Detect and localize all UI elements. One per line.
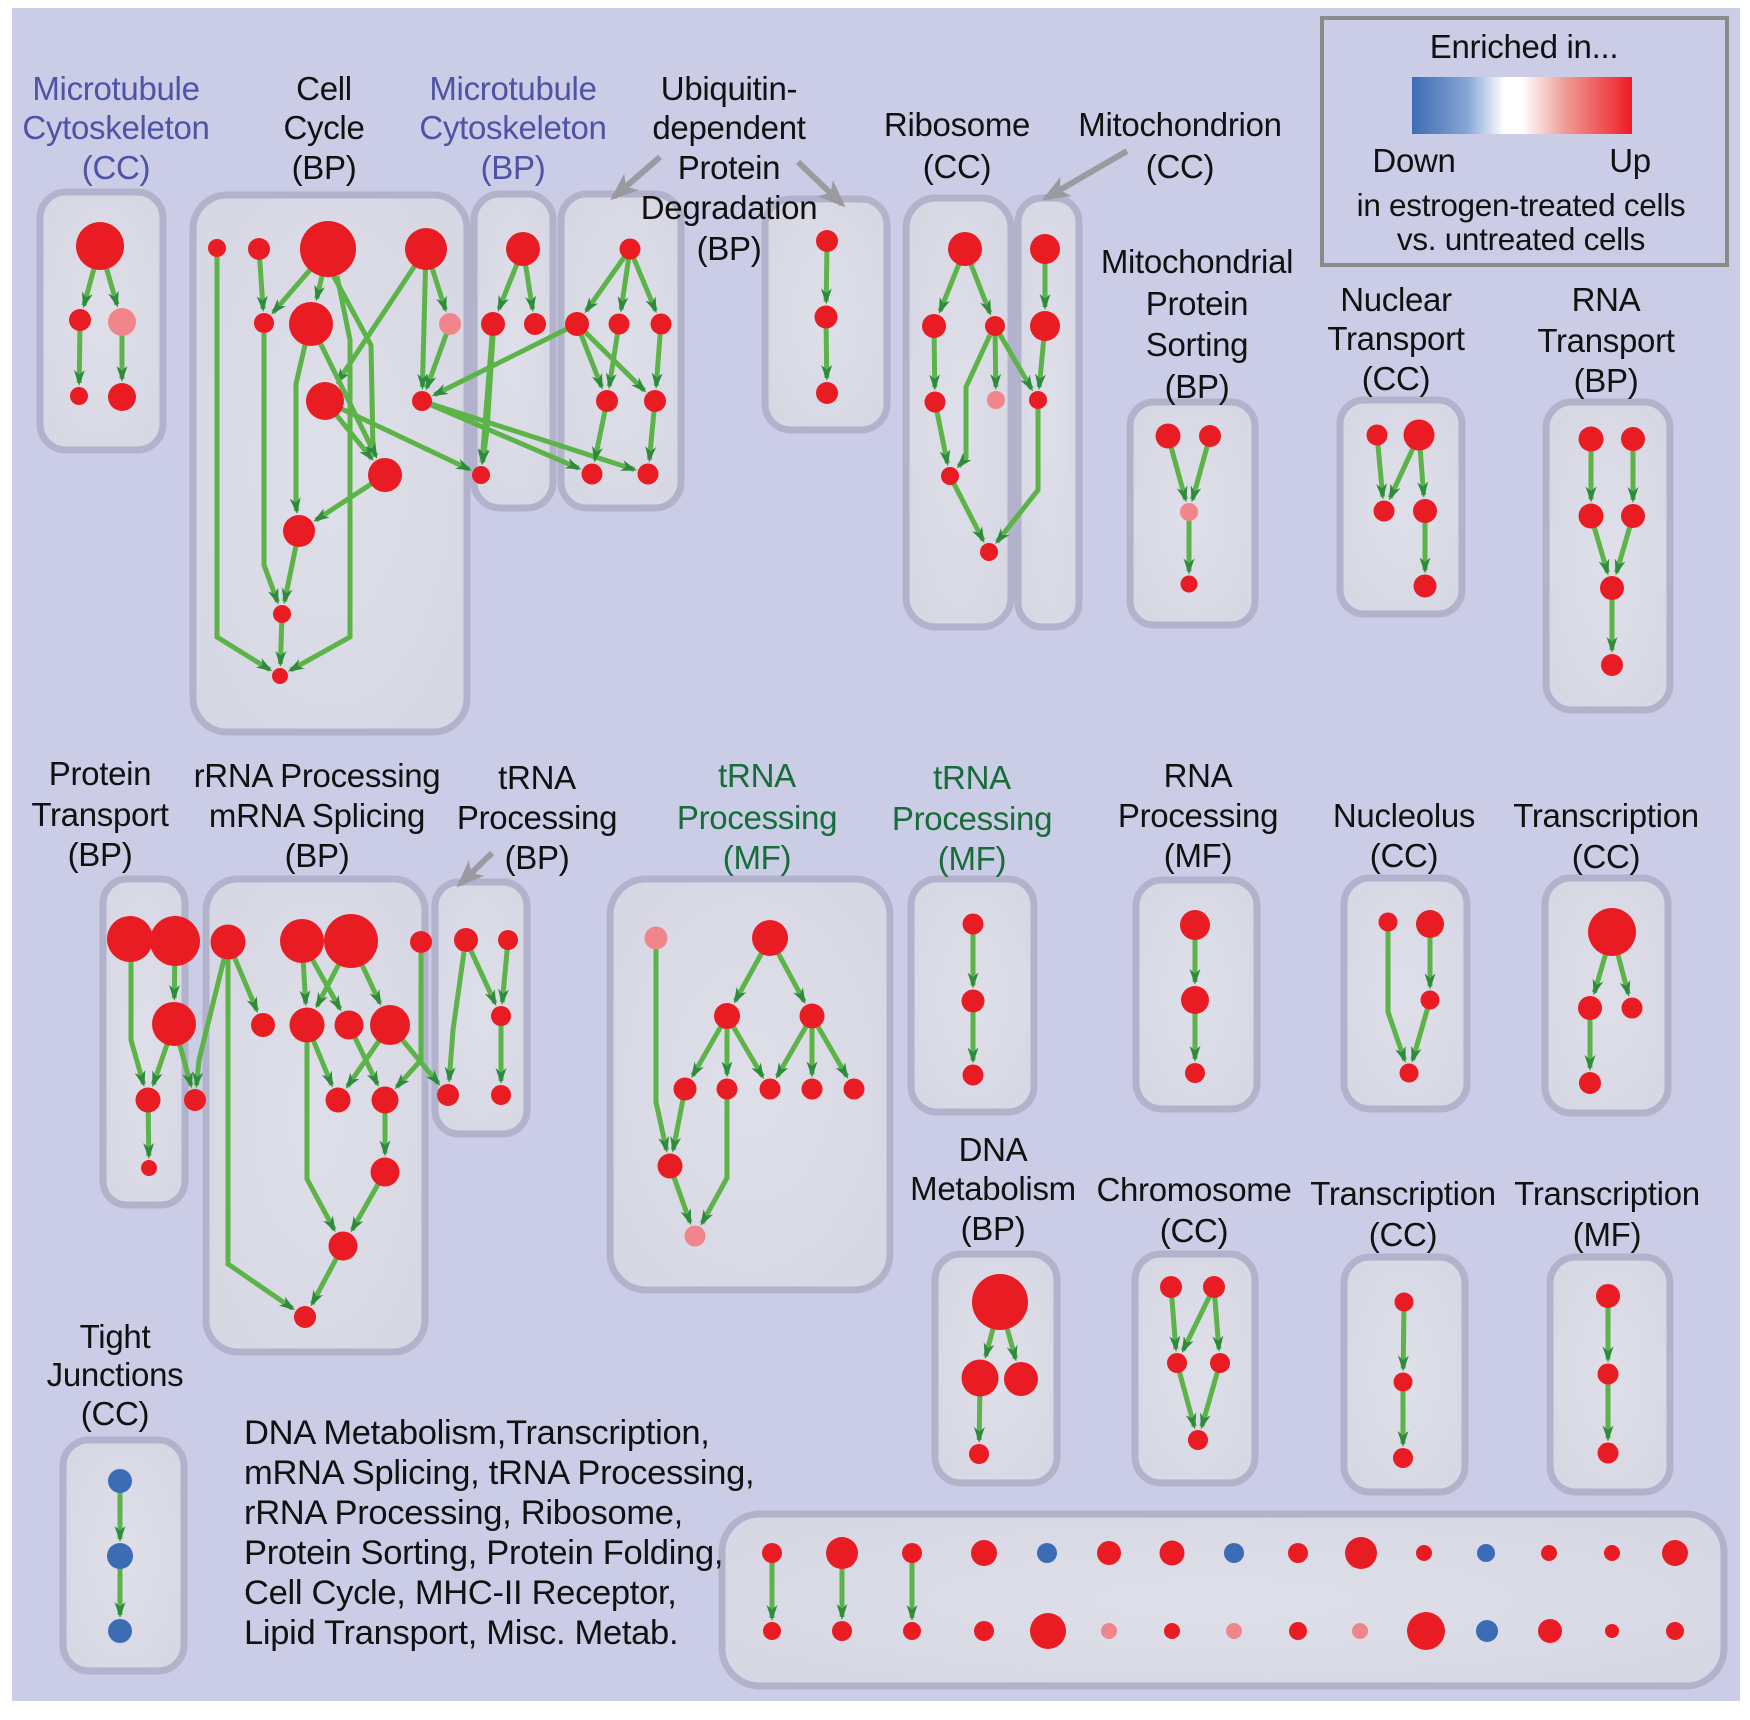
svg-text:Mitochondrion: Mitochondrion [1078, 106, 1281, 143]
svg-text:DNA Metabolism,Transcription,: DNA Metabolism,Transcription, [244, 1414, 710, 1452]
svg-text:DNA: DNA [959, 1131, 1028, 1168]
svg-text:(MF): (MF) [1164, 837, 1232, 874]
svg-text:Tight: Tight [80, 1318, 151, 1355]
svg-text:Mitochondrial: Mitochondrial [1101, 243, 1293, 280]
svg-text:Cytoskeleton: Cytoskeleton [22, 109, 209, 146]
svg-text:rRNA Processing: rRNA Processing [194, 757, 441, 794]
svg-text:Processing: Processing [677, 799, 837, 836]
svg-text:Chromosome: Chromosome [1096, 1171, 1291, 1208]
svg-text:Processing: Processing [457, 799, 617, 836]
svg-text:(BP): (BP) [292, 149, 357, 186]
svg-text:Metabolism: Metabolism [910, 1170, 1076, 1207]
svg-text:(BP): (BP) [697, 230, 762, 267]
svg-text:Ribosome: Ribosome [884, 106, 1030, 143]
svg-text:(CC): (CC) [1160, 1212, 1228, 1249]
svg-text:(CC): (CC) [1572, 838, 1640, 875]
svg-text:rRNA Processing, Ribosome,: rRNA Processing, Ribosome, [244, 1494, 683, 1532]
svg-text:Sorting: Sorting [1146, 326, 1248, 363]
svg-text:RNA: RNA [1572, 281, 1641, 318]
svg-text:(CC): (CC) [1370, 837, 1438, 874]
svg-text:Enriched in...: Enriched in... [1430, 28, 1618, 65]
svg-text:(CC): (CC) [1362, 360, 1430, 397]
svg-text:Ubiquitin-: Ubiquitin- [661, 70, 797, 107]
svg-text:tRNA: tRNA [498, 759, 576, 796]
svg-text:Degradation: Degradation [641, 189, 818, 226]
svg-text:Microtubule: Microtubule [429, 70, 596, 107]
svg-text:Transcription: Transcription [1513, 797, 1699, 834]
svg-text:Protein: Protein [49, 755, 151, 792]
svg-text:(CC): (CC) [1146, 148, 1214, 185]
svg-text:Transcription: Transcription [1514, 1175, 1700, 1212]
svg-text:RNA: RNA [1164, 757, 1233, 794]
svg-text:Transport: Transport [31, 796, 168, 833]
svg-text:Lipid Transport, Misc. Metab.: Lipid Transport, Misc. Metab. [244, 1614, 678, 1652]
svg-text:Processing: Processing [1118, 797, 1278, 834]
svg-text:mRNA Splicing, tRNA Processing: mRNA Splicing, tRNA Processing, [244, 1454, 754, 1492]
svg-text:vs. untreated cells: vs. untreated cells [1397, 221, 1645, 257]
svg-text:in estrogen-treated cells: in estrogen-treated cells [1357, 187, 1686, 223]
svg-text:(BP): (BP) [1574, 362, 1639, 399]
svg-text:Nuclear: Nuclear [1340, 281, 1452, 318]
svg-text:(CC): (CC) [1369, 1216, 1437, 1253]
svg-text:Cell Cycle, MHC-II Receptor,: Cell Cycle, MHC-II Receptor, [244, 1574, 677, 1612]
svg-text:Protein: Protein [678, 149, 780, 186]
svg-text:tRNA: tRNA [718, 757, 796, 794]
svg-text:(BP): (BP) [961, 1210, 1026, 1247]
svg-text:Cycle: Cycle [283, 109, 364, 146]
svg-text:Microtubule: Microtubule [32, 70, 199, 107]
svg-text:(MF): (MF) [938, 840, 1006, 877]
svg-text:mRNA Splicing: mRNA Splicing [209, 797, 425, 834]
svg-text:Transport: Transport [1327, 320, 1464, 357]
svg-text:(CC): (CC) [81, 1395, 149, 1432]
svg-text:(MF): (MF) [723, 839, 791, 876]
svg-text:Transcription: Transcription [1310, 1175, 1496, 1212]
svg-text:Transport: Transport [1537, 322, 1674, 359]
svg-text:(BP): (BP) [481, 149, 546, 186]
svg-text:(CC): (CC) [923, 148, 991, 185]
svg-text:Junctions: Junctions [47, 1356, 184, 1393]
svg-text:Processing: Processing [892, 800, 1052, 837]
svg-text:Protein: Protein [1146, 285, 1248, 322]
svg-text:(MF): (MF) [1573, 1216, 1641, 1253]
svg-text:Down: Down [1372, 142, 1455, 179]
svg-text:(CC): (CC) [82, 149, 150, 186]
svg-text:(BP): (BP) [505, 839, 570, 876]
svg-text:dependent: dependent [652, 109, 805, 146]
svg-text:Protein Sorting, Protein Foldi: Protein Sorting, Protein Folding, [244, 1534, 723, 1572]
svg-text:tRNA: tRNA [933, 759, 1011, 796]
svg-text:Cytoskeleton: Cytoskeleton [419, 109, 606, 146]
svg-text:Cell: Cell [296, 70, 352, 107]
svg-text:Up: Up [1609, 142, 1651, 179]
svg-text:(BP): (BP) [68, 836, 133, 873]
svg-text:Nucleolus: Nucleolus [1333, 797, 1475, 834]
svg-text:(BP): (BP) [285, 837, 350, 874]
svg-text:(BP): (BP) [1165, 368, 1230, 405]
